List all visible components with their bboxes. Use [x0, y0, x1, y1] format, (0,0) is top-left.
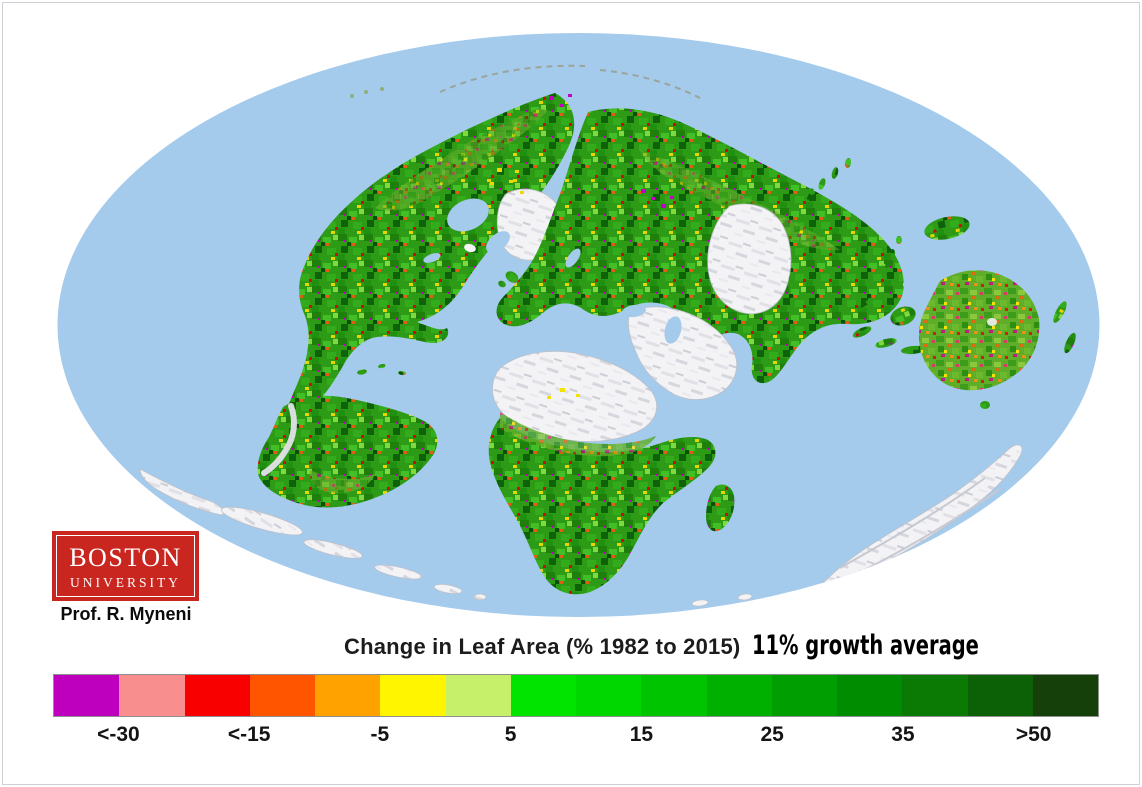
title-row: Change in Leaf Area (% 1982 to 2015) 11%…	[344, 630, 1067, 661]
iceland	[464, 243, 476, 253]
world-map	[57, 33, 1100, 617]
north-america-landmass	[285, 93, 575, 420]
black-sea	[622, 304, 646, 318]
baltic-sea	[565, 248, 581, 268]
caspian-sea	[664, 316, 682, 344]
legend-tick-label: <-30	[97, 723, 140, 746]
hudson-bay	[447, 198, 489, 232]
legend-color-cell	[706, 675, 772, 716]
southern-browning-patch	[309, 470, 375, 494]
new-guinea	[924, 216, 970, 240]
legend-colorbar	[53, 674, 1099, 717]
high-mountains-ice	[707, 203, 792, 314]
legend-color-cell	[54, 675, 120, 716]
legend-color-cell	[380, 675, 446, 716]
legend-tick-label: <-15	[227, 723, 271, 746]
legend-color-cell	[967, 675, 1033, 716]
legend-tick-label: 35	[891, 723, 915, 746]
madagascar	[706, 484, 735, 532]
legend-color-cell	[119, 675, 185, 716]
middle-east-desert	[628, 306, 738, 400]
legend-color-cell	[445, 675, 511, 716]
antarctica-ice	[139, 444, 1023, 607]
southeast-asia-islands	[849, 216, 970, 356]
legend-color-cell	[641, 675, 707, 716]
sahara-yellow-specks	[547, 388, 580, 399]
legend-tick-label: -5	[370, 723, 390, 746]
legend-tick-label: >50	[1015, 723, 1052, 746]
legend-color-cell	[771, 675, 837, 716]
legend-color-cell	[315, 675, 381, 716]
caribbean-islands	[357, 363, 406, 376]
arctic-yellow-specks	[490, 168, 524, 194]
logo-text-boston: BOSTON	[69, 542, 182, 572]
legend-color-cell	[837, 675, 903, 716]
legend-tick-label: 25	[760, 723, 784, 746]
logo-inner-frame	[56, 535, 195, 597]
boreal-browning-band	[375, 108, 548, 211]
aleutian-islands	[350, 87, 384, 98]
andes-mountains	[261, 403, 297, 476]
british-isles	[498, 271, 519, 288]
legend-color-cell	[249, 675, 315, 716]
polar-coastline-arcs	[439, 64, 701, 99]
legend-tick-label: 5	[504, 723, 517, 746]
south-america-landmass	[257, 395, 438, 508]
map-title: Change in Leaf Area (% 1982 to 2015)	[344, 634, 741, 659]
australia-landmass	[919, 270, 1040, 409]
africa-landmass	[488, 350, 735, 595]
new-zealand	[1053, 301, 1076, 354]
legend-color-cell	[184, 675, 250, 716]
arctic-magenta-specks	[549, 94, 674, 208]
baffin-bay	[486, 231, 510, 253]
growth-average-annotation: 11% growth average	[752, 630, 980, 661]
lake-eyre	[987, 318, 997, 326]
legend-color-cell	[510, 675, 576, 716]
legend-tick-label: 15	[629, 723, 654, 746]
legend-color-cell	[902, 675, 968, 716]
siberia-browning-band	[640, 150, 840, 251]
great-lakes	[423, 253, 441, 263]
legend-color-cell	[1032, 675, 1098, 716]
sahel-browning-band	[500, 412, 656, 457]
japan-island-arc	[806, 158, 852, 200]
sahara-desert	[492, 350, 658, 442]
logo-text-university: UNIVERSITY	[70, 574, 181, 590]
legend-ticks: <-30 <-15 -5 5 15 25 35 >50	[53, 723, 1099, 755]
attribution-text: Prof. R. Myneni	[60, 604, 192, 624]
legend-color-cell	[576, 675, 642, 716]
tasmania	[980, 401, 990, 409]
eurasia-landmass	[496, 108, 904, 400]
boston-university-logo: BOSTON UNIVERSITY	[52, 531, 199, 601]
